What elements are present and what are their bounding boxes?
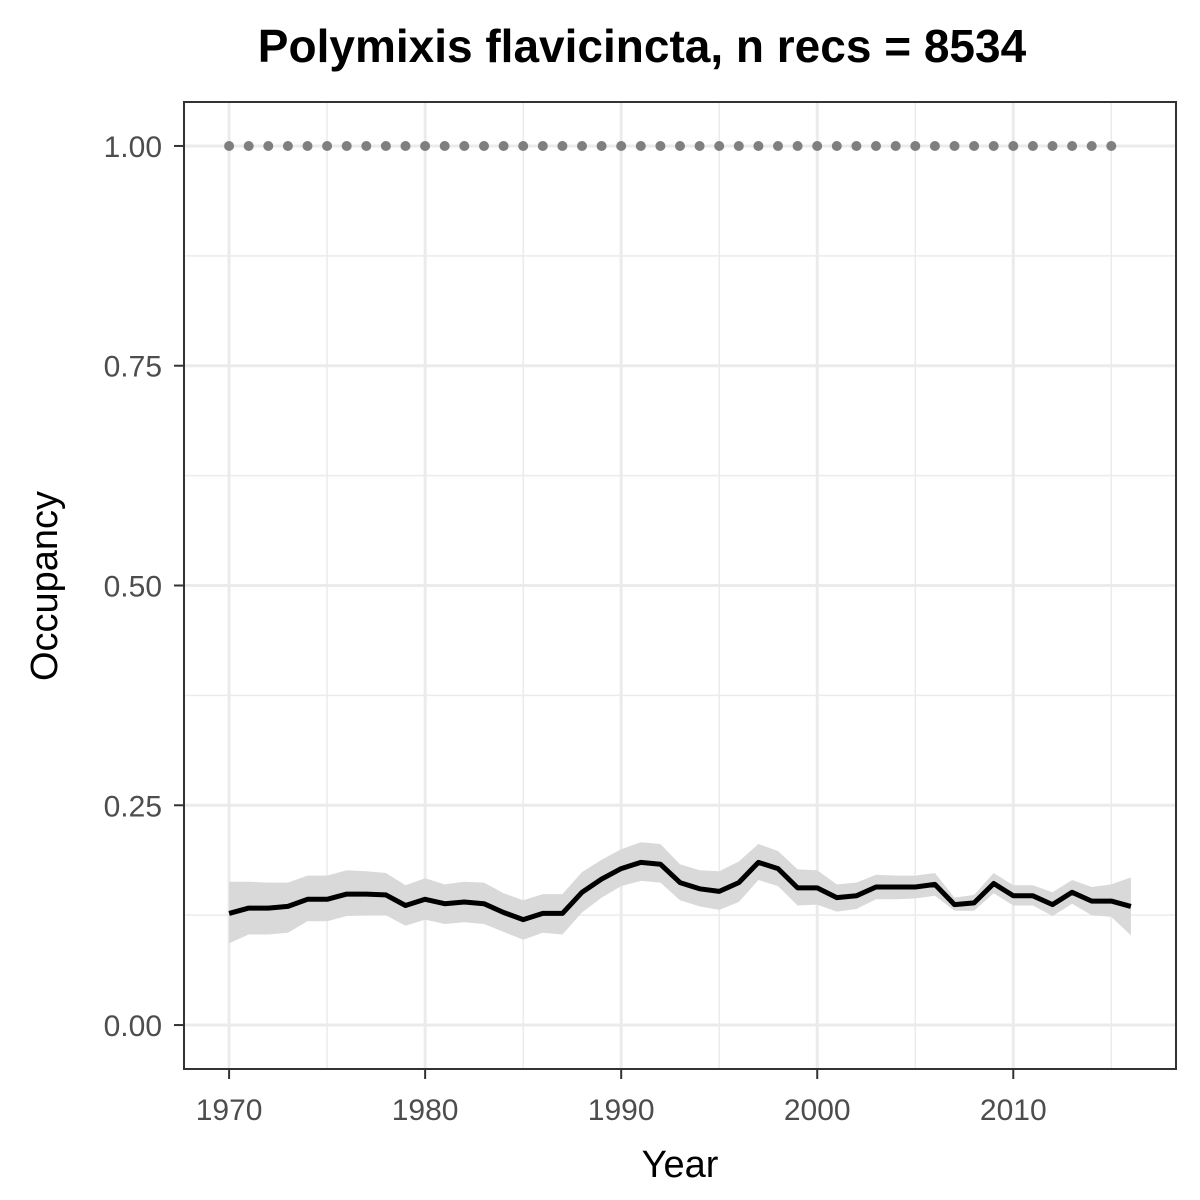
y-tick-label: 0.75 [104, 351, 162, 384]
dot-point [812, 141, 823, 151]
dots-layer [224, 141, 1117, 151]
dot-point [537, 141, 548, 151]
axis-ticks: 1970 1980 1990 2000 2010 0.00 0.25 0.50 0.75 1.00 [104, 131, 1047, 1127]
y-tick-label: 0.25 [104, 790, 162, 823]
dot-point [890, 141, 901, 151]
dot-point [616, 141, 627, 151]
dot-point [361, 141, 372, 151]
y-tick-label: 0.00 [104, 1010, 162, 1043]
dot-point [243, 141, 254, 151]
dot-point [714, 141, 725, 151]
dot-point [263, 141, 274, 151]
dot-point [871, 141, 881, 151]
confidence-band-layer [229, 842, 1131, 944]
dot-point [459, 141, 470, 151]
dot-point [675, 141, 685, 151]
dot-point [733, 141, 744, 151]
dot-point [694, 141, 705, 151]
dot-point [1008, 141, 1019, 151]
y-tick-label: 1.00 [104, 131, 162, 164]
dot-point [596, 141, 607, 151]
mean-line-layer [228, 859, 1132, 923]
dot-point [518, 141, 529, 151]
dot-point [557, 141, 568, 151]
chart-title: Polymixis flavicincta, n recs = 8534 [258, 20, 1027, 72]
dot-point [341, 141, 352, 151]
dot-point [1027, 141, 1038, 151]
x-tick-label: 1970 [196, 1094, 263, 1127]
dot-point [1086, 141, 1097, 151]
dot-point [1047, 141, 1058, 151]
x-tick-label: 1980 [392, 1094, 459, 1127]
dot-point [851, 141, 862, 151]
dot-point [655, 141, 666, 151]
confidence-band [229, 842, 1131, 944]
dot-point [949, 141, 960, 151]
dot-point [773, 141, 783, 151]
x-axis-title: Year [642, 1144, 719, 1186]
dot-point [439, 141, 450, 151]
dot-point [400, 141, 411, 151]
x-tick-label: 2000 [784, 1094, 851, 1127]
dot-point [420, 141, 431, 151]
dot-point [498, 141, 509, 151]
dot-point [635, 141, 646, 151]
y-axis-title: Occupancy [24, 491, 66, 681]
dot-point [224, 141, 235, 151]
y-tick-label: 0.50 [104, 571, 162, 604]
dot-point [929, 141, 940, 151]
mean-occupancy-line [228, 859, 1132, 923]
dot-point [282, 141, 293, 151]
x-tick-label: 1990 [588, 1094, 655, 1127]
dot-point [322, 141, 333, 151]
dot-point [792, 141, 803, 151]
dot-point [988, 141, 999, 151]
dot-point [1067, 141, 1078, 151]
dot-point [577, 141, 587, 151]
dot-point [479, 141, 489, 151]
dot-point [753, 141, 764, 151]
dot-point [910, 141, 921, 151]
dot-point [302, 141, 313, 151]
dot-point [969, 141, 980, 151]
dot-point [831, 141, 842, 151]
dot-point [380, 141, 391, 151]
dot-point [1106, 141, 1117, 151]
x-tick-label: 2010 [980, 1094, 1047, 1127]
